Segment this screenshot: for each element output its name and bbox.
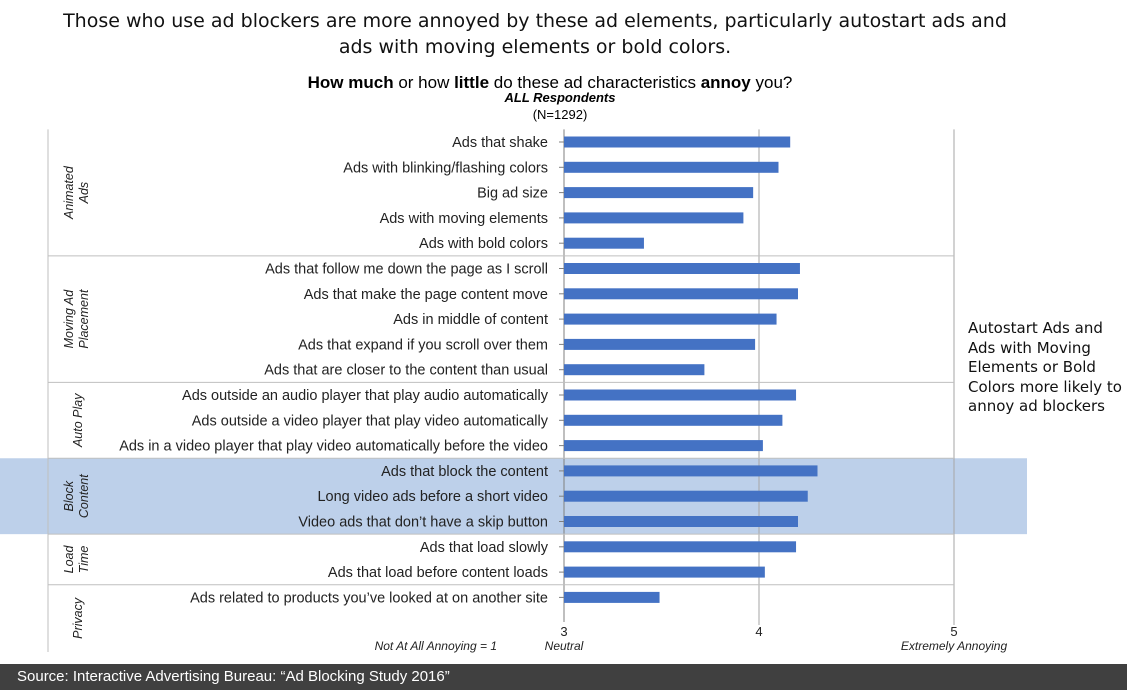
respondents-label: ALL Respondents xyxy=(504,90,616,105)
bar xyxy=(564,187,754,199)
x-tick-sublabel: Extremely Annoying xyxy=(901,639,1008,653)
question-text-3: you? xyxy=(750,73,793,92)
category-label: Ads that load slowly xyxy=(420,540,549,556)
bar xyxy=(564,591,660,603)
bar xyxy=(564,212,744,224)
source-footer: Source: Interactive Advertising Bureau: … xyxy=(0,664,1127,690)
scale-note: Not At All Annoying = 1 xyxy=(375,639,497,653)
bar xyxy=(564,541,797,553)
bar xyxy=(564,566,765,578)
category-label: Ads in a video player that play video au… xyxy=(119,439,548,455)
category-label: Ads that load before content loads xyxy=(328,565,548,581)
bar xyxy=(564,338,756,350)
bar xyxy=(564,465,818,477)
bar xyxy=(564,237,644,249)
category-label: Ads that expand if you scroll over them xyxy=(298,337,548,353)
bar xyxy=(564,136,791,148)
group-label-line: Moving Ad xyxy=(62,289,76,349)
bar xyxy=(564,516,798,527)
category-label: Ads in middle of content xyxy=(393,312,548,328)
category-label: Ads outside a video player that play vid… xyxy=(192,413,549,429)
group-label: Moving AdPlacement xyxy=(62,289,91,349)
chart-question: How much or how little do these ad chara… xyxy=(250,73,850,93)
group-label-line: Block xyxy=(62,480,76,511)
highlight-band xyxy=(0,458,1027,535)
callout-annotation: Autostart Ads and Ads with Moving Elemen… xyxy=(968,319,1122,416)
bar xyxy=(564,364,705,376)
question-emphasis-little: little xyxy=(454,73,490,92)
question-text-2: do these ad characteristics xyxy=(489,73,701,92)
category-label: Big ad size xyxy=(477,186,548,202)
category-label: Ads that follow me down the page as I sc… xyxy=(265,262,548,278)
group-label-line: Content xyxy=(77,474,91,518)
category-label: Ads related to products you’ve looked at… xyxy=(190,590,548,606)
bar xyxy=(564,161,779,173)
category-label: Long video ads before a short video xyxy=(317,489,548,505)
category-label: Video ads that don’t have a skip button xyxy=(298,515,548,531)
group-label: Privacy xyxy=(71,597,85,639)
group-label: BlockContent xyxy=(62,474,91,518)
category-label: Ads with blinking/flashing colors xyxy=(343,160,548,176)
bar xyxy=(564,288,798,300)
question-emphasis-annoy: annoy xyxy=(700,73,751,92)
category-label: Ads that make the page content move xyxy=(304,287,548,303)
bar xyxy=(564,490,808,502)
bar xyxy=(564,389,797,401)
question-text-1: or how xyxy=(393,73,455,92)
bar xyxy=(564,313,777,325)
group-label: Auto Play xyxy=(71,393,85,448)
group-label-line: Animated xyxy=(62,165,76,220)
category-label: Ads that are closer to the content than … xyxy=(264,363,548,379)
category-label: Ads with bold colors xyxy=(419,236,548,252)
bar xyxy=(564,414,783,426)
bar-chart: AnimatedAds Moving AdPlacement Auto Play Bl… xyxy=(0,129,1027,653)
group-label: AnimatedAds xyxy=(62,165,91,220)
headline: Those who use ad blockers are more annoy… xyxy=(63,10,1007,58)
bar xyxy=(564,440,763,452)
category-label: Ads that block the content xyxy=(381,464,548,480)
group-label-line: Privacy xyxy=(71,597,85,639)
group-label-line: Auto Play xyxy=(71,393,85,448)
sample-size: (N=1292) xyxy=(532,107,588,122)
category-label: Ads that shake xyxy=(452,135,548,151)
group-label-line: Load xyxy=(62,545,76,574)
category-label: Ads with moving elements xyxy=(380,211,548,227)
source-text: Source: Interactive Advertising Bureau: … xyxy=(17,668,450,685)
x-tick-sublabel: Neutral xyxy=(545,639,584,653)
bar xyxy=(564,263,800,274)
x-tick-label: 5 xyxy=(950,624,957,639)
x-tick-label: 4 xyxy=(755,624,762,639)
group-label: LoadTime xyxy=(62,545,91,574)
x-tick-label: 3 xyxy=(560,624,567,639)
question-emphasis-how-much: How much xyxy=(307,73,394,92)
group-label-line: Placement xyxy=(77,289,91,349)
group-label-line: Ads xyxy=(77,182,91,205)
category-label: Ads outside an audio player that play au… xyxy=(182,388,549,404)
group-label-line: Time xyxy=(77,546,91,574)
